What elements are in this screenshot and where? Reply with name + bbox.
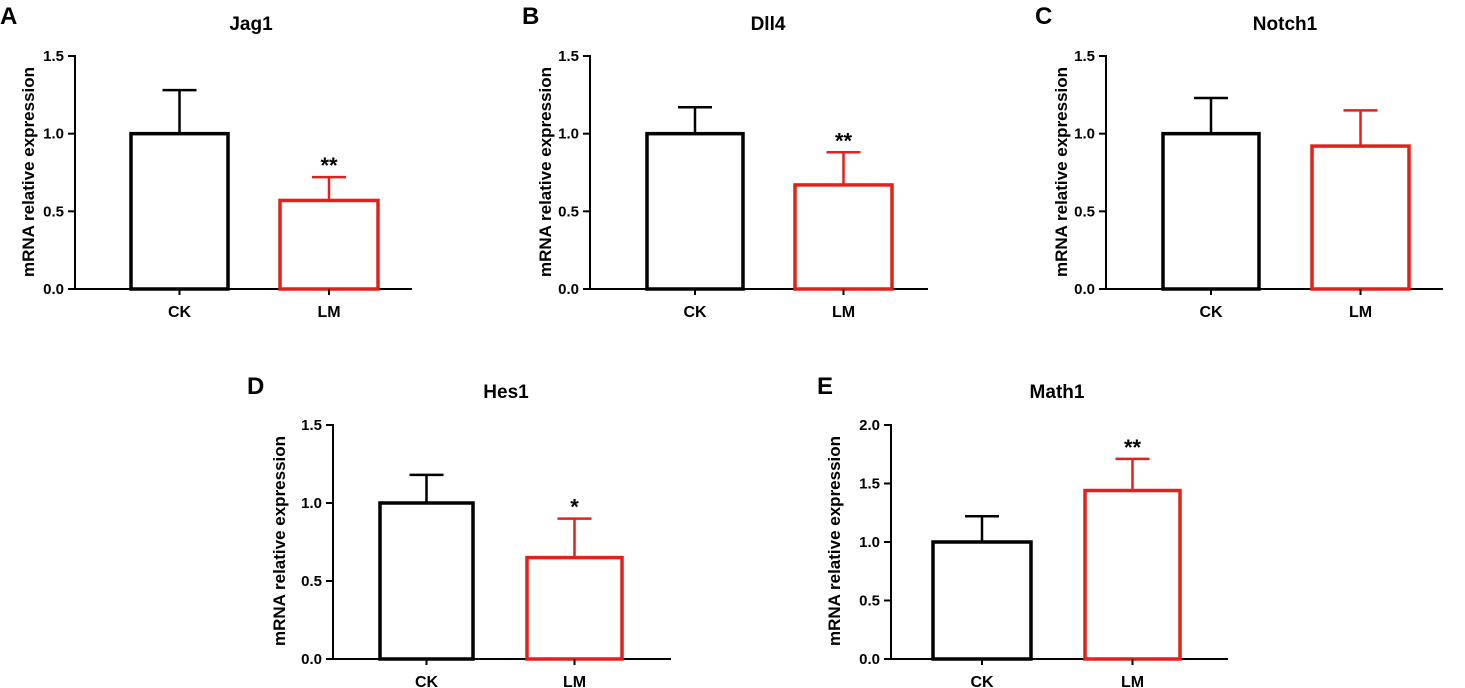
x-tick-label: CK <box>683 304 707 321</box>
y-tick-label: 0.5 <box>301 573 322 590</box>
bar-ck <box>378 501 475 661</box>
chart-title: Hes1 <box>483 382 529 403</box>
significance-label: ** <box>1124 435 1142 460</box>
y-tick-label: 1.5 <box>43 48 64 65</box>
chart-title: Notch1 <box>1253 14 1318 35</box>
bar-ck <box>1161 131 1261 291</box>
bar-lm <box>278 198 380 291</box>
y-tick-label: 0.5 <box>558 203 579 220</box>
y-tick-label: 1.0 <box>43 126 64 143</box>
y-tick-label: 1.5 <box>859 476 880 493</box>
chart-panel-e: E Math1 mRNA relative expression 0.0 0.5 1.0 1… <box>817 373 1228 688</box>
x-tick-label: LM <box>832 304 855 321</box>
bar-lm <box>1310 144 1411 291</box>
x-tick-label: CK <box>1199 304 1223 321</box>
bar-ck <box>129 131 230 291</box>
x-tick-label: LM <box>1121 674 1144 688</box>
panel-letter: D <box>247 373 264 400</box>
panel-letter: C <box>1035 3 1052 30</box>
y-tick-label: 1.0 <box>558 126 579 143</box>
chart-panel-d: D Hes1 mRNA relative expression 0.0 0.5 1.0 1.… <box>247 373 671 688</box>
bar-lm <box>1083 488 1182 661</box>
y-axis-label: mRNA relative expression <box>270 436 289 646</box>
panel-letter: A <box>0 3 17 30</box>
y-axis-label: mRNA relative expression <box>1052 67 1071 277</box>
panel-letter: B <box>522 3 539 30</box>
panel-letter: E <box>817 373 833 400</box>
y-tick-label: 1.0 <box>859 534 880 551</box>
bar-lm <box>525 555 624 661</box>
y-tick-label: 1.0 <box>301 495 322 512</box>
bar-ck <box>931 540 1033 661</box>
chart-title: Jag1 <box>229 14 273 35</box>
x-tick-label: LM <box>317 304 340 321</box>
chart-title: Math1 <box>1030 382 1085 403</box>
y-tick-label: 0.0 <box>558 281 579 298</box>
y-axis-label: mRNA relative expression <box>19 67 38 277</box>
y-tick-label: 0.0 <box>1074 281 1095 298</box>
significance-label: * <box>570 495 579 520</box>
x-tick-label: LM <box>563 674 586 688</box>
bar-lm <box>793 183 894 291</box>
y-tick-label: 0.5 <box>43 203 64 220</box>
y-tick-label: 0.0 <box>859 651 880 668</box>
y-tick-label: 1.5 <box>301 417 322 434</box>
y-tick-label: 2.0 <box>859 417 880 434</box>
y-tick-label: 0.0 <box>301 651 322 668</box>
bar-ck <box>645 131 745 291</box>
y-tick-label: 0.0 <box>43 281 64 298</box>
chart-title: Dll4 <box>751 14 786 35</box>
x-tick-label: CK <box>970 674 994 688</box>
x-tick-label: CK <box>415 674 439 688</box>
y-tick-label: 0.5 <box>1074 203 1095 220</box>
y-axis-label: mRNA relative expression <box>536 67 555 277</box>
y-tick-label: 1.5 <box>1074 48 1095 65</box>
chart-panel-a: A Jag1 mRNA relative expression 0.0 0.5 1.0 1.… <box>0 3 412 321</box>
y-tick-label: 1.5 <box>558 48 579 65</box>
x-tick-label: LM <box>1349 304 1372 321</box>
significance-label: ** <box>835 128 853 153</box>
y-axis-label: mRNA relative expression <box>825 436 844 646</box>
y-tick-label: 1.0 <box>1074 126 1095 143</box>
y-tick-label: 0.5 <box>859 593 880 610</box>
significance-label: ** <box>320 153 338 178</box>
x-tick-label: CK <box>168 304 192 321</box>
